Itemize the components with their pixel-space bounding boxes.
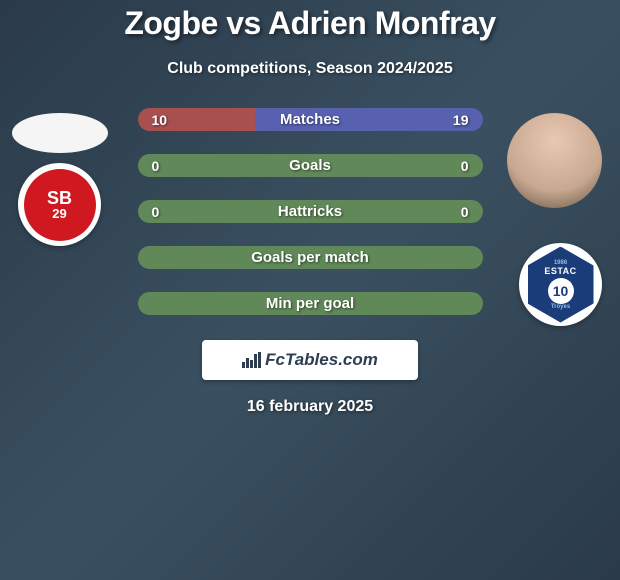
player-left-avatar <box>12 113 108 153</box>
club-left-text: SB <box>47 189 72 207</box>
stat-label: Goals <box>138 157 483 174</box>
club-right-sub: Troyes <box>551 304 570 310</box>
stat-label: Goals per match <box>138 249 483 266</box>
stat-label: Min per goal <box>138 295 483 312</box>
stat-row: Min per goal <box>138 292 483 315</box>
stat-value-left: 0 <box>152 204 160 220</box>
main-area: SB 29 1986 ESTAC 10 Troyes Matches1019Go… <box>0 108 620 416</box>
page-title: Zogbe vs Adrien Monfray <box>0 5 620 42</box>
stat-value-right: 0 <box>461 158 469 174</box>
stat-row: Goals per match <box>138 246 483 269</box>
stat-value-left: 0 <box>152 158 160 174</box>
stat-label: Hattricks <box>138 203 483 220</box>
stat-value-right: 19 <box>453 112 469 128</box>
club-badge-right-inner: 1986 ESTAC 10 Troyes <box>528 247 594 323</box>
club-left-year: 29 <box>52 207 66 220</box>
stat-row: Hattricks0 0 <box>138 200 483 223</box>
stat-value-right: 0 <box>461 204 469 220</box>
footer-date: 16 february 2025 <box>0 398 620 416</box>
club-right-text: ESTAC <box>544 266 576 276</box>
subtitle: Club competitions, Season 2024/2025 <box>0 60 620 78</box>
watermark: FcTables.com <box>202 340 418 380</box>
watermark-text: FcTables.com <box>265 350 378 370</box>
infographic-container: Zogbe vs Adrien Monfray Club competition… <box>0 0 620 416</box>
stats-list: Matches1019Goals00Hattricks00Goals per m… <box>138 108 483 315</box>
club-badge-left: SB 29 <box>18 163 101 246</box>
club-badge-left-inner: SB 29 <box>24 169 96 241</box>
stat-label: Matches <box>138 111 483 128</box>
stat-value-left: 10 <box>152 112 168 128</box>
stat-row: Goals0 0 <box>138 154 483 177</box>
stat-row: Matches10 19 <box>138 108 483 131</box>
bars-icon <box>242 352 261 368</box>
club-badge-right: 1986 ESTAC 10 Troyes <box>519 243 602 326</box>
club-right-number: 10 <box>548 278 574 304</box>
player-right-avatar <box>507 113 602 208</box>
